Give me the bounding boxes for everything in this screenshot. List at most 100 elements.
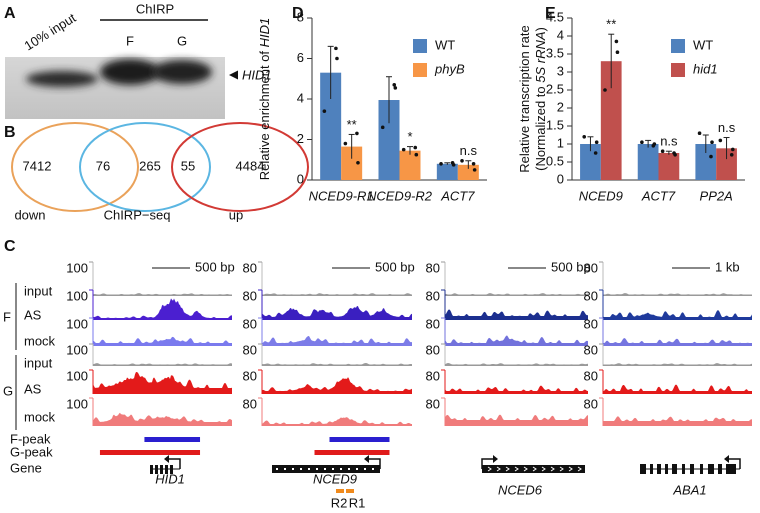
- x-tick-label: PP2A: [700, 188, 733, 203]
- data-point: [593, 151, 598, 155]
- y-tick-label: 8: [297, 9, 304, 24]
- data-point: [471, 162, 476, 166]
- data-point: [615, 50, 620, 54]
- venn-set-label: down: [14, 207, 45, 222]
- significance: *: [407, 129, 412, 144]
- group-label: ChIRP: [136, 1, 174, 16]
- legend-swatch: [413, 39, 427, 53]
- track-scale: 100: [66, 368, 88, 383]
- track-scale: 80: [584, 342, 598, 357]
- data-point: [460, 158, 464, 163]
- significance: n.s: [718, 120, 736, 135]
- bar: [658, 153, 680, 180]
- panel-label: A: [4, 5, 16, 22]
- track-signal: [262, 377, 412, 394]
- panel-label: C: [4, 238, 16, 255]
- track-signal: [262, 306, 412, 320]
- track-signal: [445, 385, 588, 394]
- strand-mark: [505, 466, 510, 472]
- lane-label: F: [126, 33, 134, 48]
- track-signal: [603, 310, 752, 320]
- strand-mark: [523, 466, 528, 472]
- legend-label: WT: [693, 37, 713, 52]
- data-point: [718, 138, 723, 143]
- bar: [695, 144, 717, 180]
- strand-mark: [300, 468, 302, 470]
- venn-count: 7412: [23, 158, 52, 173]
- y-axis-label-part: Relative enrichment of: [257, 47, 272, 180]
- strand-mark: [348, 468, 350, 470]
- track-scale: 100: [66, 260, 88, 275]
- data-point: [393, 86, 398, 90]
- strand-mark: [364, 468, 366, 470]
- track-scale: 80: [584, 316, 598, 331]
- y-axis-label-part: Relative transcription rate: [517, 25, 532, 172]
- data-point: [343, 141, 348, 146]
- data-point: [356, 160, 360, 165]
- track-signal: [262, 363, 412, 366]
- bar: [378, 100, 400, 180]
- legend-swatch: [413, 63, 427, 77]
- gel-band: [152, 60, 212, 84]
- bar: [399, 150, 421, 180]
- venn-count: 76: [96, 158, 110, 173]
- feature-label: F-peak: [10, 431, 51, 446]
- panel-label: D: [292, 5, 304, 22]
- strand-mark: [496, 466, 501, 472]
- data-point: [355, 131, 359, 136]
- y-tick-label: 4.5: [546, 9, 564, 24]
- strand-mark: [550, 466, 555, 472]
- y-axis-label-part: (Normalized to: [533, 83, 548, 171]
- f-peak: [329, 437, 390, 442]
- strand-mark: [284, 468, 286, 470]
- group-label: F: [3, 309, 11, 324]
- y-axis-label-part: ): [533, 27, 548, 31]
- exon: [150, 465, 153, 474]
- bar: [341, 146, 363, 180]
- g-peak: [314, 450, 390, 455]
- band-arrow: [229, 70, 238, 80]
- tss-arrow: [481, 458, 494, 469]
- y-tick-label: 2.5: [546, 81, 564, 96]
- x-tick-label: NCED9-R1: [309, 188, 374, 203]
- legend-swatch: [671, 39, 685, 53]
- legend-label: WT: [435, 37, 455, 52]
- strand-mark: [308, 468, 310, 470]
- scale-bar-label: 1 kb: [715, 259, 740, 274]
- y-axis-label: (Normalized to 5S rRNA): [533, 27, 548, 171]
- data-point: [322, 109, 327, 113]
- strand-mark: [559, 466, 564, 472]
- strand-mark: [541, 466, 546, 472]
- y-tick-label: 4: [557, 27, 564, 42]
- data-point: [582, 135, 587, 139]
- exon: [665, 464, 668, 474]
- exon: [657, 464, 661, 474]
- scale-bar-label: 500 bp: [195, 259, 235, 274]
- venn-circle: [79, 122, 211, 212]
- venn-count: 4484: [236, 158, 265, 173]
- exon: [160, 465, 163, 474]
- y-tick-label: 2: [297, 131, 304, 146]
- data-point: [603, 88, 607, 92]
- strand-mark: [568, 466, 573, 472]
- venn-count: 55: [181, 158, 195, 173]
- track-signal: [603, 338, 752, 346]
- data-point: [472, 168, 477, 172]
- track-scale: 100: [66, 342, 88, 357]
- exon: [726, 464, 736, 474]
- strand-mark: [356, 468, 358, 470]
- lane-label: 10% input: [21, 10, 78, 54]
- gel-panel: 10% input ChIRP F G HID1: [5, 1, 272, 119]
- venn-set-label: ChIRP−seq: [104, 207, 171, 222]
- data-point: [392, 83, 397, 87]
- exon: [700, 464, 703, 474]
- primer: [346, 489, 354, 493]
- track-signal: [93, 293, 232, 296]
- track-signal: [603, 293, 752, 296]
- significance: n.s: [660, 134, 678, 149]
- scale-bar-label: 500 bp: [375, 259, 415, 274]
- venn-set-label: up: [229, 207, 243, 222]
- strand-mark: [276, 468, 278, 470]
- data-point: [414, 152, 419, 157]
